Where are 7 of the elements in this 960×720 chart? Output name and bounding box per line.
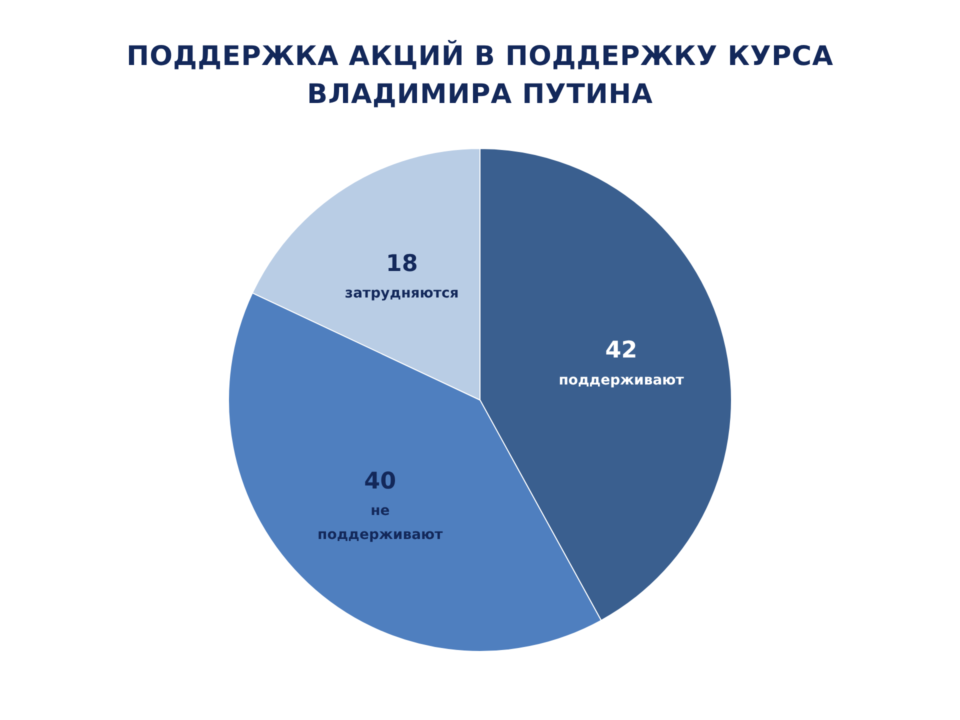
slice-label: затрудняются <box>344 285 459 302</box>
slice-label: не поддерживают <box>318 502 444 543</box>
data-label: 42 <box>605 338 638 364</box>
data-label: 40 <box>364 468 396 494</box>
chart-title: ПОДДЕРЖКА АКЦИЙ В ПОДДЕРЖКУ КУРСА ВЛАДИМИРА ПУТИНА <box>126 39 834 112</box>
data-label: 18 <box>386 250 418 277</box>
slice-label: поддерживают <box>558 372 685 388</box>
